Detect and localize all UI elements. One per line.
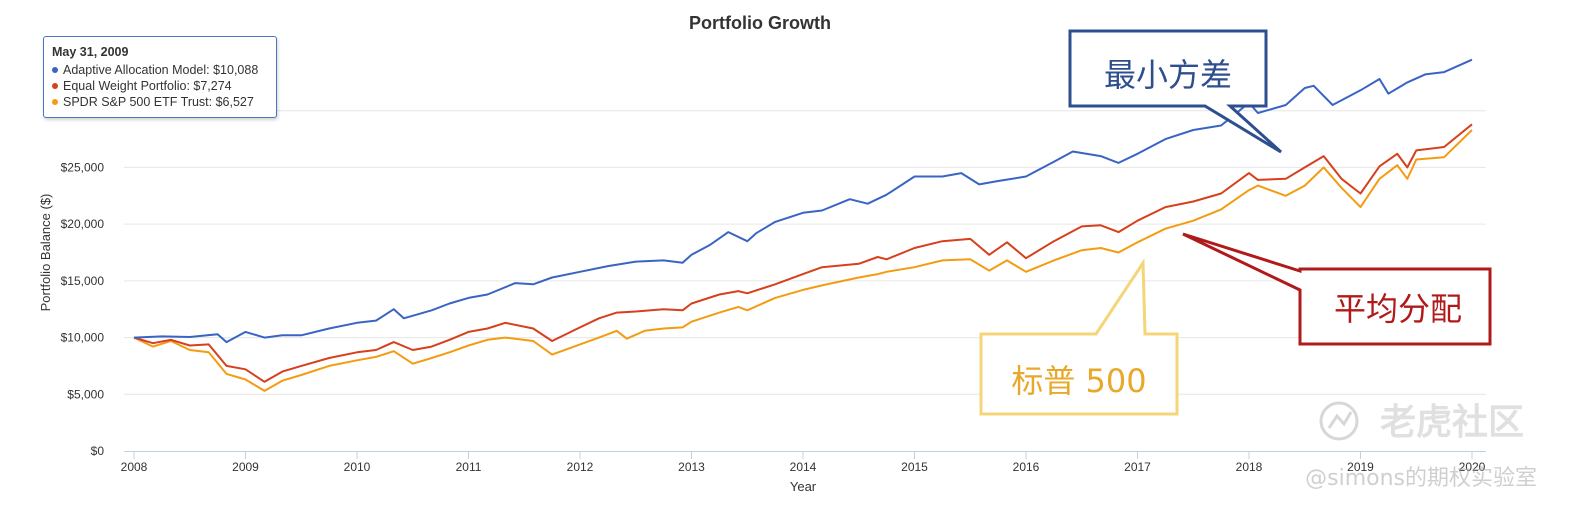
tooltip-dot-icon (52, 82, 58, 89)
y-tick-label: $25,000 (61, 160, 105, 174)
annotation-equal-weight: 平均分配 (1182, 232, 1492, 346)
x-tick-label: 2017 (1124, 460, 1151, 474)
x-tick-label: 2013 (678, 460, 705, 474)
y-tick-label: $0 (91, 444, 105, 458)
callout-equal-weight-text: 平均分配 (1334, 290, 1462, 328)
y-tick-label: $15,000 (61, 274, 105, 288)
x-tick-label: 2020 (1459, 460, 1486, 474)
tooltip-dot-icon (52, 98, 58, 105)
callout-min-variance-box (1068, 29, 1283, 154)
watermark-logo-mark-icon (1327, 411, 1353, 429)
y-axis-ticks: $0$5,000$10,000$15,000$20,000$25,000$30,… (61, 104, 105, 458)
watermark-handle: @simons的期权实验室 (1305, 466, 1537, 491)
watermark-brand: 老虎社区 (1380, 402, 1524, 443)
series-line-equal-weight-portfolio (133, 123, 1473, 383)
x-tick-label: 2019 (1347, 460, 1374, 474)
grid-lines (124, 110, 1486, 395)
tooltip-row-label: Equal Weight Portfolio: $7,274 (63, 79, 232, 93)
x-tick-label: 2011 (456, 460, 482, 474)
tooltip-row-spdr: SPDR S&P 500 ETF Trust: $6,527 (52, 95, 254, 109)
y-axis-label: Portfolio Balance ($) (38, 194, 53, 312)
tooltip-date: May 31, 2009 (52, 45, 129, 59)
callout-sp500-box (979, 258, 1179, 416)
x-tick-label: 2012 (567, 460, 594, 474)
callout-equal-weight-box (1182, 232, 1492, 346)
chart-title: Portfolio Growth (689, 13, 831, 33)
y-tick-label: $20,000 (61, 217, 105, 231)
watermark-logo-icon (1319, 401, 1359, 441)
callout-sp500-text: 标普 500 (1011, 362, 1146, 400)
x-tick-label: 2018 (1236, 460, 1263, 474)
x-tick-label: 2008 (121, 460, 148, 474)
tooltip-dot-icon (52, 66, 58, 73)
tooltip-row-label: SPDR S&P 500 ETF Trust: $6,527 (63, 95, 254, 109)
series-line-spdr-s-p-500-etf-trust (133, 129, 1473, 392)
tooltip-row-label: Adaptive Allocation Model: $10,088 (63, 63, 259, 77)
x-tick-label: 2016 (1013, 460, 1040, 474)
tooltip-row-equal-weight: Equal Weight Portfolio: $7,274 (52, 79, 232, 93)
x-tick-label: 2014 (790, 460, 817, 474)
x-tick-label: 2010 (344, 460, 371, 474)
series-lines (133, 58, 1473, 392)
watermark: 老虎社区 @simons的期权实验室 (1305, 401, 1537, 491)
x-tick-label: 2015 (901, 460, 928, 474)
tooltip: May 31, 2009 Adaptive Allocation Model: … (43, 36, 277, 118)
annotation-min-variance: 最小方差 (1068, 29, 1283, 154)
x-axis-ticks: 2008 2009 2010 2011 2012 2013 2014 2015 2016 2017… (121, 451, 1486, 474)
callout-min-variance-text: 最小方差 (1104, 56, 1232, 94)
y-tick-label: $10,000 (61, 331, 105, 345)
x-tick-label: 2009 (232, 460, 259, 474)
annotation-sp500: 标普 500 (979, 258, 1179, 416)
x-axis-label: Year (790, 479, 817, 494)
tooltip-row-adaptive: Adaptive Allocation Model: $10,088 (52, 63, 258, 77)
series-line-adaptive-allocation-model (133, 58, 1473, 344)
y-tick-label: $5,000 (67, 387, 104, 401)
